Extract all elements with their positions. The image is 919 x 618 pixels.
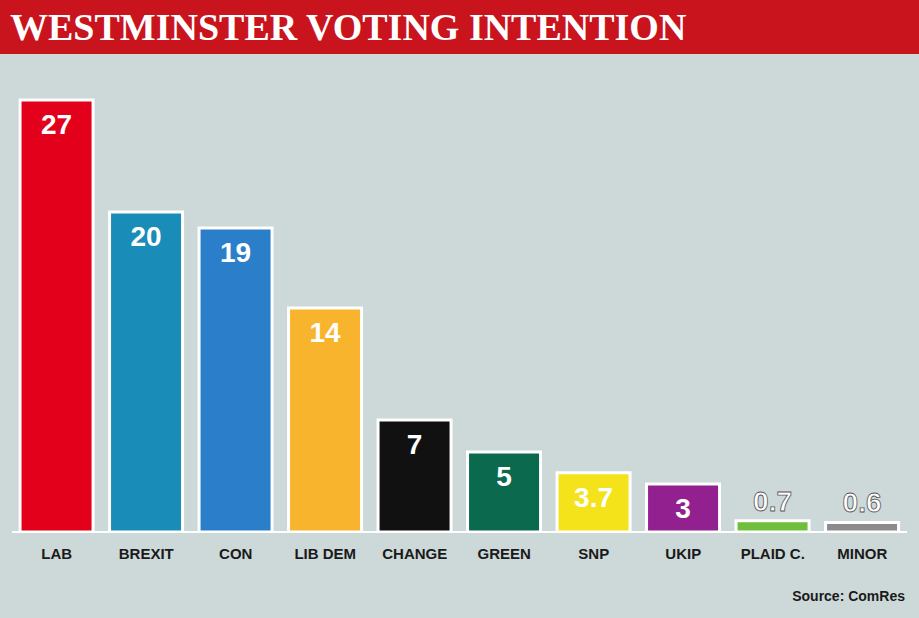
svg-text:CON: CON xyxy=(219,545,252,562)
html-text:WESTMINSTER VOTING INTENTION: WESTMINSTER VOTING INTENTION xyxy=(10,6,687,48)
svg-text:0.6: 0.6 xyxy=(843,487,882,518)
svg-text:20: 20 xyxy=(130,221,161,252)
svg-text:7: 7 xyxy=(407,429,423,460)
svg-text:GREEN: GREEN xyxy=(478,545,531,562)
svg-text:BREXIT: BREXIT xyxy=(119,545,174,562)
svg-text:19: 19 xyxy=(220,237,251,268)
svg-text:SNP: SNP xyxy=(578,545,609,562)
svg-text:14: 14 xyxy=(309,317,341,348)
svg-text:5: 5 xyxy=(496,461,512,492)
svg-text:CHANGE: CHANGE xyxy=(382,545,447,562)
svg-text:27: 27 xyxy=(41,109,72,140)
svg-text:LIB DEM: LIB DEM xyxy=(294,545,356,562)
svg-text:UKIP: UKIP xyxy=(665,545,701,562)
html-text:Source: ComRes: Source: ComRes xyxy=(792,588,905,604)
svg-text:PLAID C.: PLAID C. xyxy=(741,545,805,562)
svg-text:3.7: 3.7 xyxy=(574,482,613,513)
svg-text:3: 3 xyxy=(675,493,691,524)
svg-text:MINOR: MINOR xyxy=(837,545,887,562)
svg-text:LAB: LAB xyxy=(41,545,72,562)
svg-text:0.7: 0.7 xyxy=(753,486,792,517)
